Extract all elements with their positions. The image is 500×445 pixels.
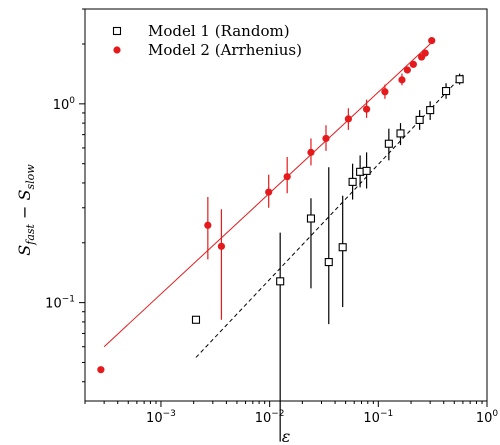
point-s1-5 <box>338 243 347 252</box>
point-s1-3 <box>306 214 316 223</box>
y-axis-label-minus: − <box>15 200 34 224</box>
x-tick-label-3: 10−1 <box>363 409 393 426</box>
legend: Model 1 (Random)Model 2 (Arrhenius) <box>112 22 302 59</box>
y-tick-label-1: 10−1 <box>45 295 75 312</box>
point-s2-11 <box>398 76 406 84</box>
point-s2-7 <box>322 134 330 143</box>
point-s2-10 <box>381 88 389 96</box>
point-s2-1 <box>97 366 105 374</box>
point-s1-9 <box>384 139 393 148</box>
y-axis-label: Sfast − Sslow <box>15 164 37 256</box>
point-s1-1 <box>191 315 201 324</box>
point-s2-13 <box>409 60 417 68</box>
point-s2-12 <box>403 66 411 74</box>
point-s1-6 <box>348 177 357 186</box>
y-tick-label-2: 100 <box>53 96 76 113</box>
legend-marker-series-1 <box>112 26 122 36</box>
point-s2-5 <box>283 173 291 181</box>
point-s2-15 <box>421 49 429 57</box>
y-axis-label-s2: S <box>15 189 34 200</box>
data-points <box>97 37 464 374</box>
legend-label-series-1: Model 1 (Random) <box>148 22 290 40</box>
point-s2-3 <box>217 242 226 250</box>
point-s1-4 <box>324 258 333 267</box>
fit-lines <box>103 39 464 358</box>
y-axis-label-sub2: slow <box>24 164 37 190</box>
legend-marker-series-2 <box>113 46 121 54</box>
point-s1-11 <box>415 115 424 124</box>
point-s2-16 <box>428 37 436 45</box>
axis-ticks: 10−3 10−2 10−1 100 10−1 100 <box>45 8 499 426</box>
y-axis-label-sub1: fast <box>24 223 37 245</box>
point-s1-2 <box>276 277 285 286</box>
error-bars <box>207 73 461 442</box>
legend-label-series-2: Model 2 (Arrhenius) <box>148 41 302 59</box>
x-axis-label: ε <box>282 427 291 445</box>
x-tick-label-2: 10−2 <box>255 409 285 426</box>
y-axis-label-s1: S <box>15 245 34 256</box>
point-s2-2 <box>204 221 212 229</box>
point-s2-8 <box>344 115 352 123</box>
point-s1-12 <box>426 106 435 115</box>
point-s1-8 <box>362 166 371 175</box>
x-tick-label-4: 100 <box>476 409 499 426</box>
point-s2-9 <box>362 105 371 113</box>
point-s2-4 <box>265 188 273 196</box>
point-s1-14 <box>455 75 464 84</box>
x-tick-label-1: 10−3 <box>146 409 176 426</box>
plot-frame <box>84 8 488 402</box>
point-s1-10 <box>396 129 405 138</box>
point-s2-6 <box>307 148 315 156</box>
point-s1-13 <box>442 86 451 96</box>
